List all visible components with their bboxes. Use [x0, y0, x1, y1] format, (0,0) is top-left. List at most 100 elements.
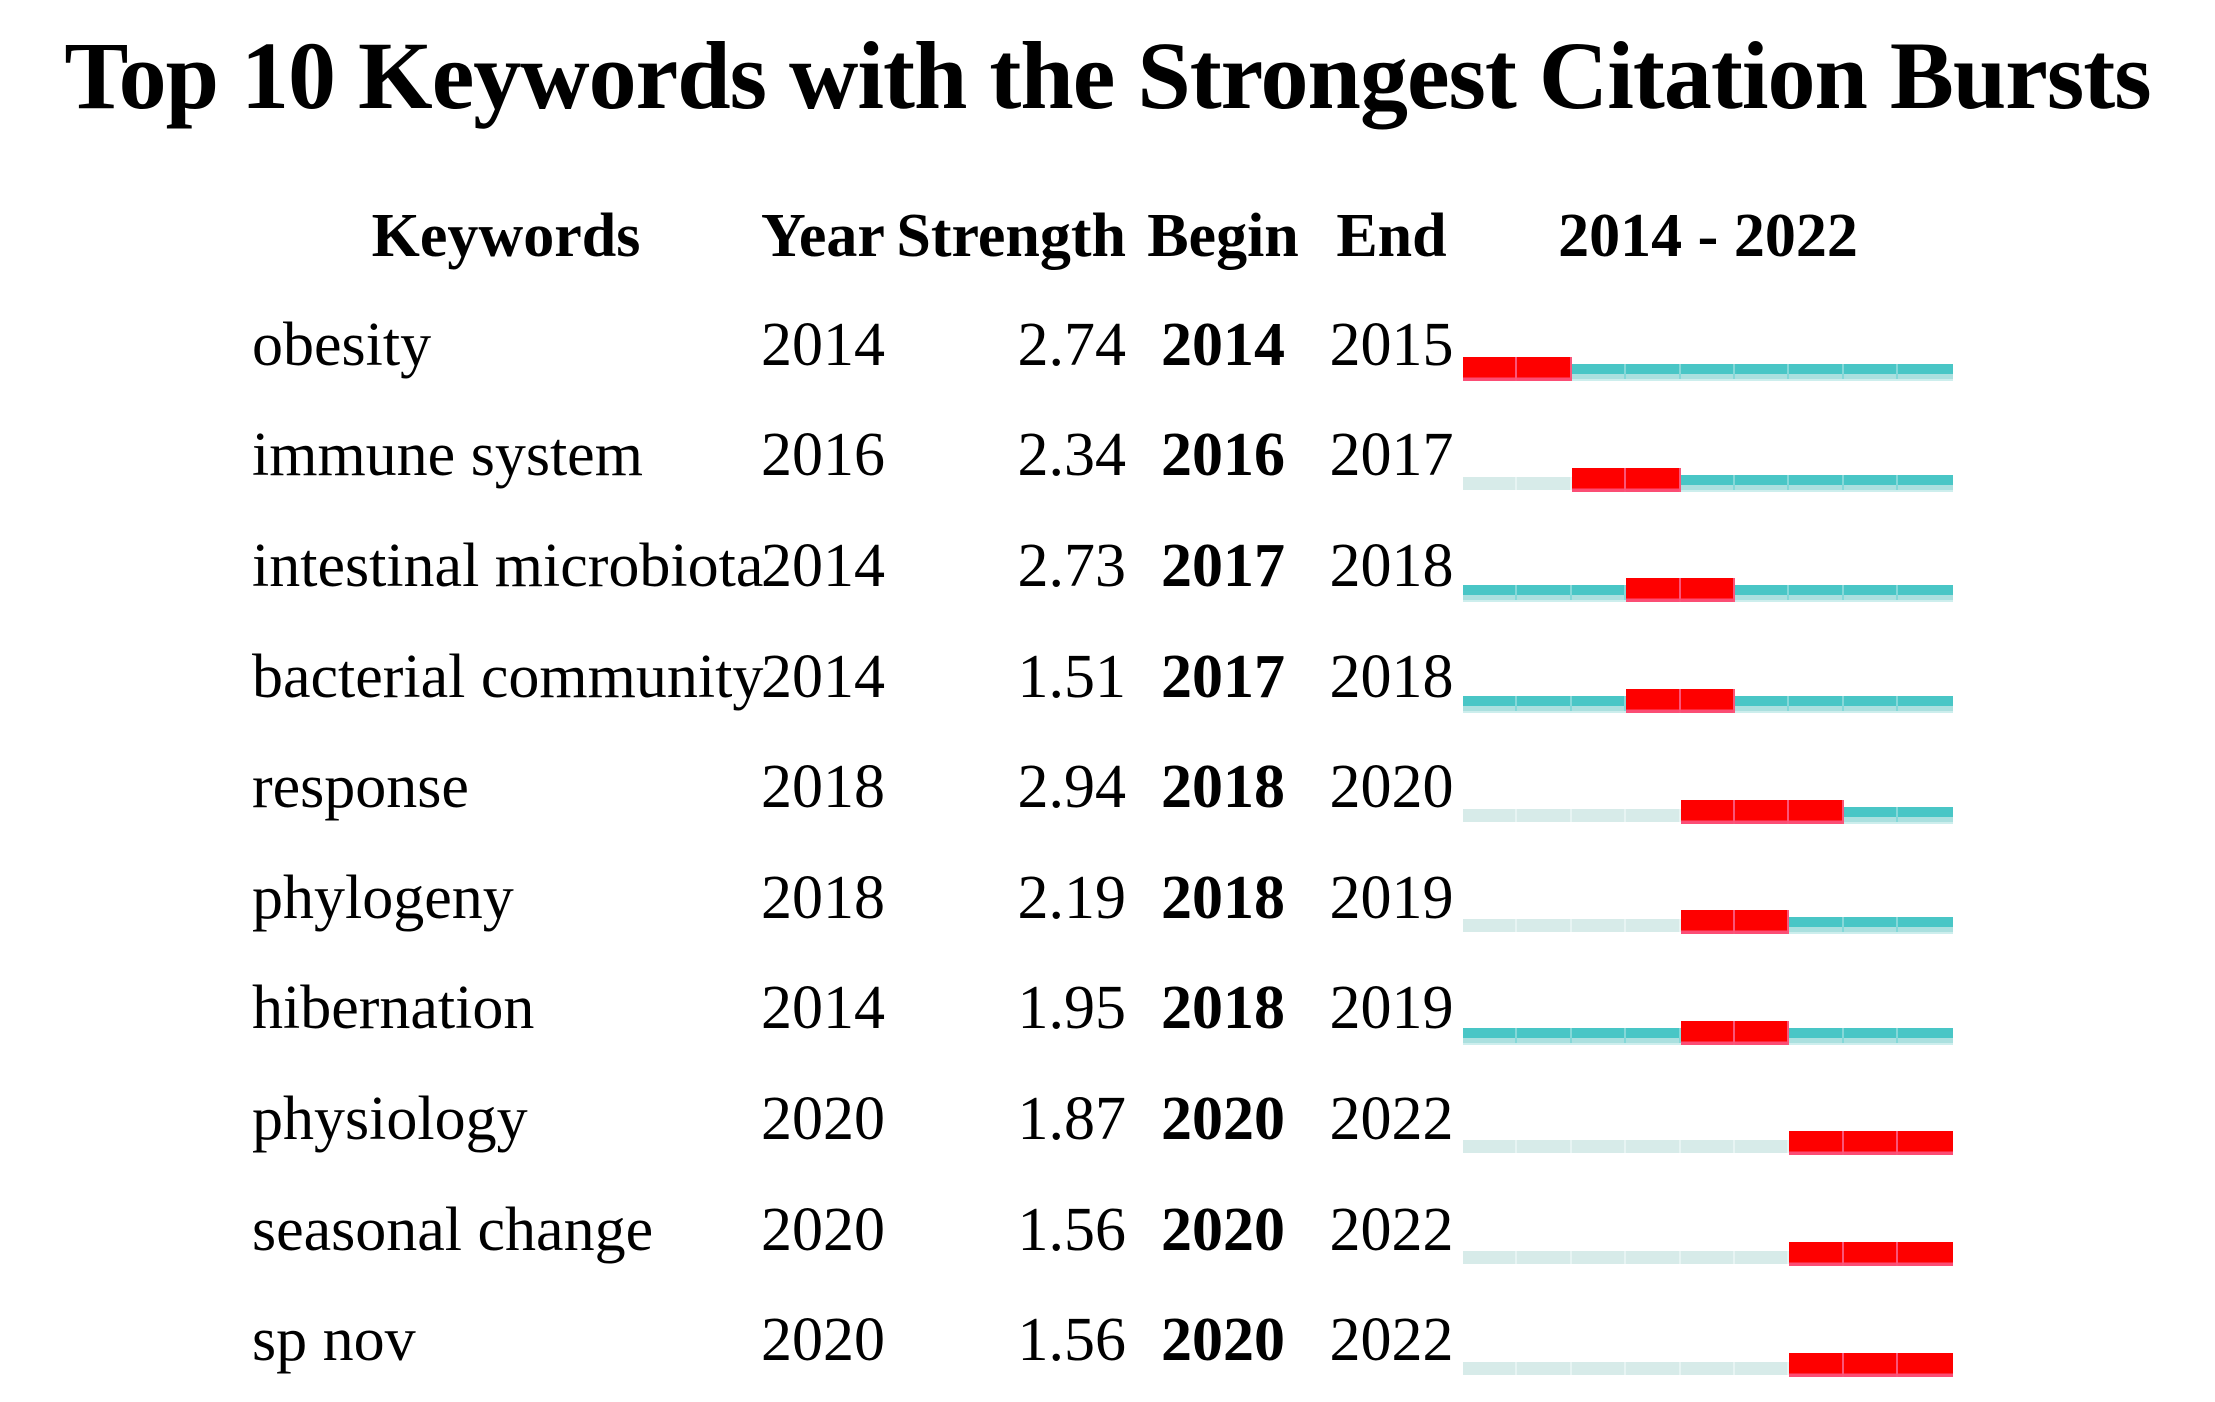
keyword-cell: seasonal change: [252, 1195, 654, 1264]
column-header-keywords: Keywords: [371, 201, 641, 270]
end-cell: 2015: [1329, 310, 1454, 379]
table-row: response 2018 2.94 2018 2020: [0, 732, 1963, 843]
year-segment-2019-pale: [1734, 1140, 1790, 1154]
end-cell: 2022: [1329, 1306, 1454, 1375]
year-segment-2016-active: [1571, 696, 1627, 712]
burst-timeline-bar: [1463, 1019, 1953, 1045]
table-row: bacterial community 2014 1.51 2017 2018: [0, 622, 1963, 733]
table-rows: obesity 2014 2.74 2014 2015 immune syste…: [0, 290, 1963, 1396]
year-segment-2020-active: [1789, 364, 1844, 380]
year-segment-2014-pale: [1463, 1361, 1518, 1375]
year-segment-2022-burst: [1898, 1131, 1953, 1156]
year-segment-2014-pale: [1463, 1251, 1518, 1265]
year-segment-2020-active: [1789, 585, 1844, 601]
table-row: intestinal microbiota 2014 2.73 2017 201…: [0, 511, 1963, 622]
year-segment-2021-active: [1843, 474, 1899, 490]
year-segment-2016-active: [1571, 364, 1627, 380]
year-segment-2020-burst: [1789, 1242, 1844, 1267]
begin-cell: 2018: [1161, 753, 1285, 822]
end-cell: 2019: [1329, 974, 1454, 1043]
strength-cell: 2.74: [1017, 310, 1127, 379]
year-segment-2014-active: [1463, 585, 1518, 601]
column-header-year: Year: [761, 201, 885, 270]
year-segment-2019-active: [1734, 364, 1790, 380]
year-segment-2022-active: [1898, 696, 1953, 712]
year-cell: 2014: [761, 310, 885, 379]
year-segment-2020-active: [1789, 696, 1844, 712]
burst-timeline-bar: [1463, 687, 1953, 714]
keyword-cell: bacterial community: [252, 642, 764, 711]
year-segment-2014-pale: [1463, 1140, 1518, 1154]
table-header-row: Keywords Year Strength Begin End 2014 - …: [0, 198, 2215, 274]
year-segment-2022-active: [1898, 917, 1953, 933]
strength-cell: 1.95: [1017, 974, 1127, 1043]
begin-cell: 2014: [1161, 310, 1285, 379]
year-segment-2015-pale: [1517, 1361, 1572, 1375]
year-segment-2018-pale: [1680, 1251, 1735, 1265]
begin-cell: 2018: [1161, 974, 1285, 1043]
year-segment-2018-burst: [1680, 578, 1735, 603]
year-segment-2022-active: [1898, 585, 1953, 601]
strength-cell: 1.87: [1017, 1084, 1127, 1153]
year-segment-2020-active: [1789, 1027, 1844, 1043]
year-segment-2015-pale: [1517, 1140, 1572, 1154]
year-cell: 2020: [761, 1306, 885, 1375]
year-segment-2016-active: [1571, 585, 1627, 601]
burst-timeline-bar: [1463, 355, 1953, 382]
year-segment-2019-pale: [1734, 1251, 1790, 1265]
year-segment-2021-burst: [1843, 1242, 1899, 1267]
burst-timeline-bar: [1463, 1351, 1953, 1377]
year-segment-2018-pale: [1680, 1361, 1735, 1375]
year-segment-2015-active: [1517, 585, 1572, 601]
year-segment-2018-burst: [1680, 910, 1735, 935]
year-cell: 2020: [761, 1195, 885, 1264]
year-segment-2019-burst: [1734, 910, 1790, 935]
year-segment-2015-active: [1517, 1027, 1572, 1043]
year-segment-2021-active: [1843, 696, 1899, 712]
begin-cell: 2016: [1161, 421, 1285, 490]
year-segment-2019-active: [1734, 474, 1790, 490]
year-cell: 2018: [761, 863, 885, 932]
year-segment-2017-pale: [1626, 919, 1681, 933]
year-segment-2021-active: [1843, 917, 1899, 933]
year-segment-2019-active: [1734, 585, 1790, 601]
year-segment-2014-pale: [1463, 919, 1518, 933]
table-row: immune system 2016 2.34 2016 2017: [0, 401, 1963, 512]
table-row: sp nov 2020 1.56 2020 2022: [0, 1285, 1963, 1396]
strength-cell: 1.51: [1017, 642, 1127, 711]
year-segment-2017-pale: [1626, 1361, 1681, 1375]
year-segment-2014-active: [1463, 696, 1518, 712]
year-segment-2017-active: [1626, 1027, 1681, 1043]
burst-timeline-bar: [1463, 576, 1953, 603]
year-segment-2014-pale: [1463, 476, 1518, 490]
year-segment-2020-active: [1789, 917, 1844, 933]
year-segment-2016-pale: [1571, 1251, 1627, 1265]
keyword-cell: obesity: [252, 310, 432, 379]
year-segment-2017-active: [1626, 364, 1681, 380]
year-segment-2021-burst: [1843, 1131, 1899, 1156]
year-segment-2016-pale: [1571, 919, 1627, 933]
year-segment-2017-burst: [1626, 467, 1681, 492]
year-segment-2019-burst: [1734, 1020, 1790, 1045]
strength-cell: 2.34: [1017, 421, 1127, 490]
burst-timeline-bar: [1463, 466, 1953, 492]
year-segment-2021-active: [1843, 806, 1899, 822]
column-header-year-range: 2014 - 2022: [1558, 201, 1858, 270]
table-row: obesity 2014 2.74 2014 2015: [0, 290, 1963, 401]
burst-timeline-bar: [1463, 1129, 1953, 1156]
year-segment-2021-active: [1843, 1027, 1899, 1043]
strength-cell: 2.94: [1017, 753, 1127, 822]
year-segment-2020-burst: [1789, 799, 1844, 824]
table-row: physiology 2020 1.87 2020 2022: [0, 1064, 1963, 1175]
year-segment-2018-pale: [1680, 1140, 1735, 1154]
keyword-cell: physiology: [252, 1084, 528, 1153]
keyword-cell: phylogeny: [252, 863, 514, 932]
table-row: hibernation 2014 1.95 2018 2019: [0, 954, 1963, 1065]
year-segment-2016-active: [1571, 1027, 1627, 1043]
table-row: seasonal change 2020 1.56 2020 2022: [0, 1175, 1963, 1286]
end-cell: 2017: [1329, 421, 1454, 490]
keyword-cell: immune system: [252, 421, 643, 490]
strength-cell: 2.73: [1017, 531, 1127, 600]
column-header-end: End: [1336, 201, 1447, 270]
end-cell: 2022: [1329, 1195, 1454, 1264]
